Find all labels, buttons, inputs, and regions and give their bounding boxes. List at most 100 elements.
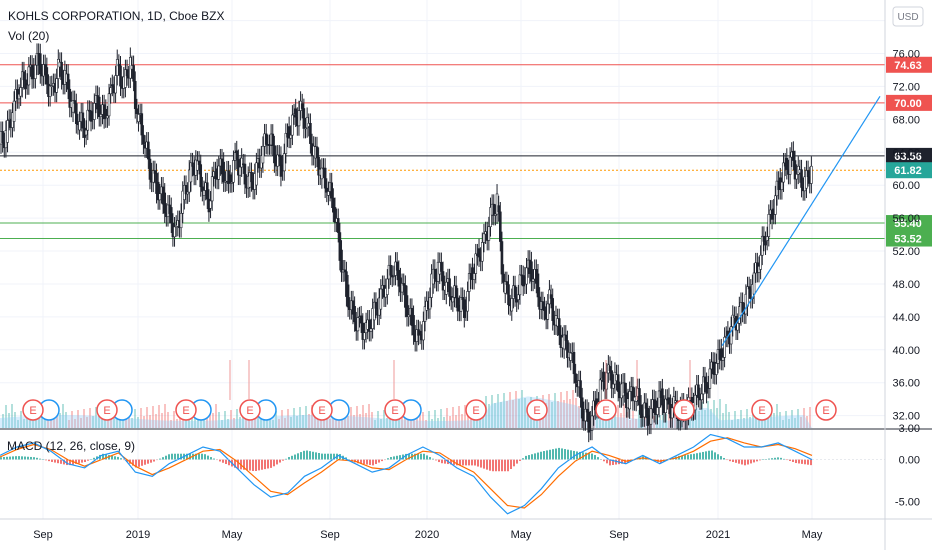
- candle-body: [34, 64, 37, 79]
- macd-histogram-bar: [156, 459, 158, 461]
- volume-bar: [809, 407, 811, 428]
- volume-bar: [563, 400, 565, 428]
- candle-body: [27, 66, 31, 86]
- macd-histogram-bar: [591, 453, 593, 460]
- candle-body: [616, 374, 620, 392]
- macd-histogram-bar: [261, 459, 263, 470]
- macd-histogram-bar: [117, 456, 119, 460]
- volume-bar: [65, 412, 67, 428]
- candle-body: [507, 284, 510, 306]
- volume-bar: [362, 405, 364, 428]
- volume-bar: [218, 412, 220, 428]
- macd-histogram-bar: [243, 459, 245, 470]
- candle-body: [418, 330, 422, 335]
- volume-bar: [161, 413, 163, 428]
- volume-bar: [458, 406, 460, 428]
- volume-bar: [710, 409, 712, 428]
- macd-histogram-bar: [222, 459, 224, 463]
- candle-body: [330, 182, 333, 199]
- volume-bar: [2, 414, 4, 428]
- macd-histogram-bar: [300, 452, 302, 460]
- macd-histogram-bar: [27, 456, 29, 460]
- volume-bar: [20, 411, 22, 428]
- volume-bar: [86, 417, 88, 428]
- macd-histogram-bar: [324, 453, 326, 460]
- macd-histogram-bar: [249, 459, 251, 471]
- candle-body: [792, 150, 795, 161]
- candle-body: [444, 281, 448, 295]
- volume-bar: [680, 420, 682, 428]
- candle-body: [333, 207, 337, 223]
- candle-body: [147, 141, 150, 160]
- horizontal-levels[interactable]: 74.63 70.00 63.56 61.82 55.40 53.52: [0, 56, 932, 247]
- volume-bar: [596, 417, 598, 428]
- macd-histogram-bar: [318, 453, 320, 460]
- macd-histogram-bar: [474, 459, 476, 466]
- volume-bar: [275, 411, 277, 428]
- macd-histogram-bar: [786, 459, 788, 461]
- volume-bar: [488, 404, 490, 428]
- candle-body: [702, 376, 705, 395]
- macd-histogram-bar: [681, 455, 683, 460]
- candle-body: [720, 348, 723, 361]
- volume-bar: [347, 416, 349, 428]
- trendline[interactable]: [721, 95, 881, 347]
- candle-body: [546, 303, 550, 320]
- candle-body: [332, 197, 335, 213]
- macd-histogram-bar: [48, 459, 50, 462]
- macd-histogram-bar: [0, 457, 2, 460]
- candle-body: [657, 390, 661, 408]
- volume-bar: [11, 404, 13, 428]
- candle-body: [363, 332, 366, 340]
- macd-histogram-bar: [690, 454, 692, 460]
- macd-histogram-bar: [114, 456, 116, 460]
- earnings-marker-label: E: [822, 405, 829, 417]
- candle-body: [97, 96, 101, 117]
- candle-body: [38, 53, 42, 75]
- candle-body: [806, 170, 810, 178]
- macd-histogram-bar: [780, 457, 782, 460]
- time-scale[interactable]: Sep 2019 May Sep 2020 May Sep 2021 May: [33, 529, 823, 541]
- candle-body: [191, 162, 194, 167]
- volume-bar: [68, 420, 70, 428]
- candle-body: [499, 211, 502, 242]
- macd-histogram-bar: [207, 455, 209, 460]
- volume-bar: [398, 416, 400, 428]
- macd-scale[interactable]: 3.00 0.00 -5.00: [895, 423, 920, 508]
- macd-histogram-bar: [351, 459, 353, 461]
- candle-body: [320, 167, 324, 180]
- macd-histogram-bar: [801, 459, 803, 464]
- macd-histogram-bar: [225, 459, 227, 464]
- volume-bar: [635, 419, 637, 428]
- candle-body: [201, 186, 204, 192]
- macd-histogram-bar: [84, 459, 86, 463]
- volume-bar: [776, 404, 778, 428]
- volume-bar: [182, 418, 184, 428]
- macd-histogram-bar: [279, 459, 281, 463]
- candle-body: [759, 254, 762, 270]
- macd-histogram-bar: [420, 453, 422, 460]
- macd-histogram-bar: [15, 456, 17, 460]
- volume-bar: [278, 419, 280, 428]
- macd-histogram-bar: [54, 459, 56, 463]
- volume-bar: [641, 418, 643, 428]
- candle-body: [628, 391, 631, 410]
- candle-body: [115, 59, 119, 76]
- candle-body: [56, 59, 60, 79]
- volume-bar: [290, 417, 292, 428]
- candle-body: [422, 321, 425, 341]
- candle-body: [114, 75, 117, 94]
- candle-body: [472, 273, 476, 280]
- currency-button[interactable]: USD: [892, 6, 924, 27]
- macd-histogram-bar: [258, 459, 260, 471]
- macd-histogram-bar: [321, 453, 323, 460]
- earnings-marker-label: E: [246, 405, 253, 417]
- macd-histogram-bar: [66, 459, 68, 466]
- volume-bar: [125, 419, 127, 428]
- candle-body: [372, 301, 376, 321]
- level-price-label: 61.82: [894, 165, 922, 177]
- candle-body: [109, 87, 112, 95]
- volume-bar: [5, 405, 7, 428]
